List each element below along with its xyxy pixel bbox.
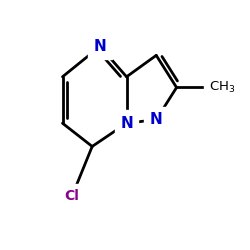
Text: N: N	[94, 39, 106, 54]
Text: Cl: Cl	[64, 190, 79, 203]
Text: N: N	[150, 112, 162, 127]
Text: CH$_3$: CH$_3$	[210, 80, 236, 95]
Text: N: N	[120, 116, 133, 131]
